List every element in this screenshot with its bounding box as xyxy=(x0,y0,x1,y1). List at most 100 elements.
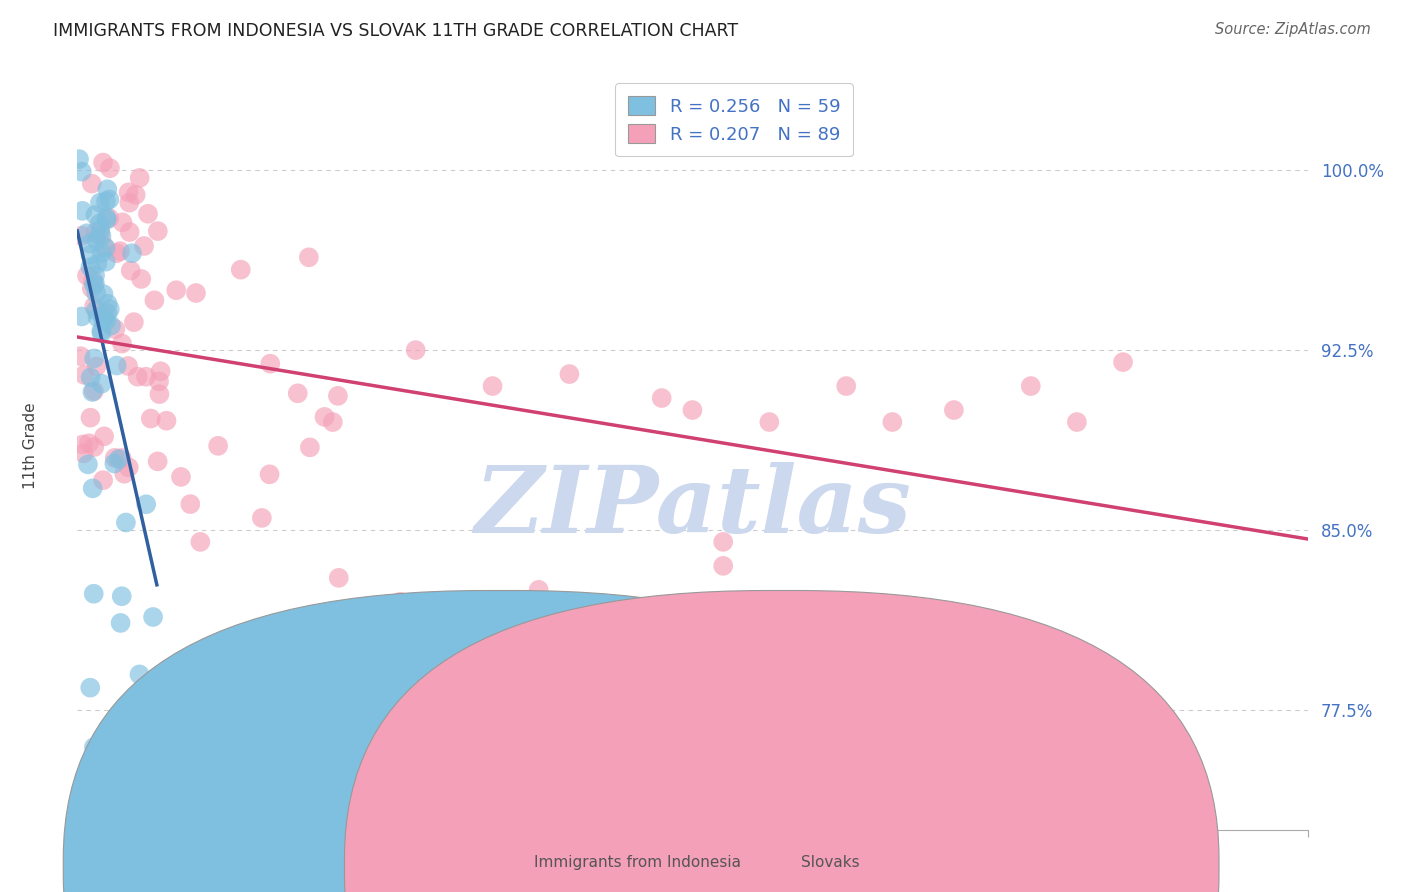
Point xyxy=(84,268,107,283)
Point xyxy=(83,299,105,313)
Point xyxy=(96,314,118,328)
Point xyxy=(94,241,117,255)
Point xyxy=(82,273,104,287)
Point xyxy=(69,349,91,363)
Point xyxy=(328,571,350,585)
Point xyxy=(77,458,100,472)
Text: IMMIGRANTS FROM INDONESIA VS SLOVAK 11TH GRADE CORRELATION CHART: IMMIGRANTS FROM INDONESIA VS SLOVAK 11TH… xyxy=(53,22,738,40)
Point xyxy=(76,268,98,283)
Point xyxy=(104,322,127,336)
Point xyxy=(79,370,101,384)
Legend: R = 0.256   N = 59, R = 0.207   N = 89: R = 0.256 N = 59, R = 0.207 N = 89 xyxy=(616,83,853,156)
Point xyxy=(128,667,150,681)
Point xyxy=(558,367,581,381)
Point xyxy=(96,182,118,196)
Point xyxy=(146,454,169,468)
Point xyxy=(100,318,122,333)
Point xyxy=(97,306,120,320)
Point xyxy=(129,272,152,286)
Point xyxy=(682,403,704,417)
Point xyxy=(111,589,134,603)
Point xyxy=(67,152,90,166)
Text: Immigrants from Indonesia: Immigrants from Indonesia xyxy=(534,855,741,870)
Point xyxy=(142,610,165,624)
Point xyxy=(117,186,139,200)
Point xyxy=(122,315,145,329)
Point xyxy=(711,534,734,549)
Point xyxy=(118,195,141,210)
Point xyxy=(83,351,105,366)
Point xyxy=(86,257,108,271)
Point xyxy=(322,415,344,429)
Point xyxy=(79,681,101,695)
Point xyxy=(107,452,129,467)
Point xyxy=(73,446,96,460)
Point xyxy=(520,607,543,621)
Point xyxy=(105,246,128,260)
Point xyxy=(127,369,149,384)
Point xyxy=(86,359,108,374)
Point xyxy=(287,386,309,401)
Point xyxy=(259,467,281,482)
Point xyxy=(89,217,111,231)
Point xyxy=(98,211,121,225)
Point xyxy=(105,359,128,373)
Point xyxy=(86,233,108,247)
Point xyxy=(188,534,212,549)
Point xyxy=(91,473,114,487)
Point xyxy=(112,467,135,481)
Point xyxy=(104,450,127,465)
Point xyxy=(72,203,94,218)
Point xyxy=(149,364,172,378)
Point xyxy=(90,326,112,341)
Point xyxy=(155,414,177,428)
Point xyxy=(481,379,503,393)
Point xyxy=(83,440,105,454)
Point xyxy=(250,511,273,525)
Point xyxy=(146,224,169,238)
Point xyxy=(90,229,112,244)
Point xyxy=(110,615,132,630)
Point xyxy=(651,619,673,633)
Point xyxy=(184,285,207,300)
Point xyxy=(114,711,136,725)
Point xyxy=(942,403,965,417)
Point xyxy=(298,250,321,264)
Point xyxy=(389,595,412,609)
Point xyxy=(70,310,93,324)
Point xyxy=(118,225,141,239)
Point xyxy=(79,236,101,251)
Point xyxy=(108,244,131,259)
Point xyxy=(125,187,148,202)
Point xyxy=(90,376,112,391)
Point xyxy=(711,558,734,573)
Point xyxy=(143,293,166,308)
Point xyxy=(80,177,103,191)
Point xyxy=(84,208,107,222)
Point xyxy=(83,587,105,601)
Point xyxy=(89,223,111,237)
Point xyxy=(83,278,105,293)
Point xyxy=(758,415,780,429)
Point xyxy=(135,497,157,511)
Point xyxy=(93,287,115,301)
Point xyxy=(103,457,125,471)
Point xyxy=(72,437,94,451)
Point xyxy=(148,387,170,401)
Point xyxy=(94,254,117,268)
Point xyxy=(121,246,143,260)
Text: Slovaks: Slovaks xyxy=(801,855,860,870)
Point xyxy=(94,194,117,209)
Point xyxy=(93,239,115,253)
Point xyxy=(89,226,111,240)
Point xyxy=(115,516,138,530)
Point xyxy=(93,429,115,443)
Point xyxy=(79,260,101,275)
Point xyxy=(1112,355,1135,369)
Point xyxy=(128,170,150,185)
Point xyxy=(89,195,111,210)
Point xyxy=(110,450,132,465)
Point xyxy=(90,246,112,260)
Point xyxy=(94,306,117,320)
Point xyxy=(118,460,141,475)
